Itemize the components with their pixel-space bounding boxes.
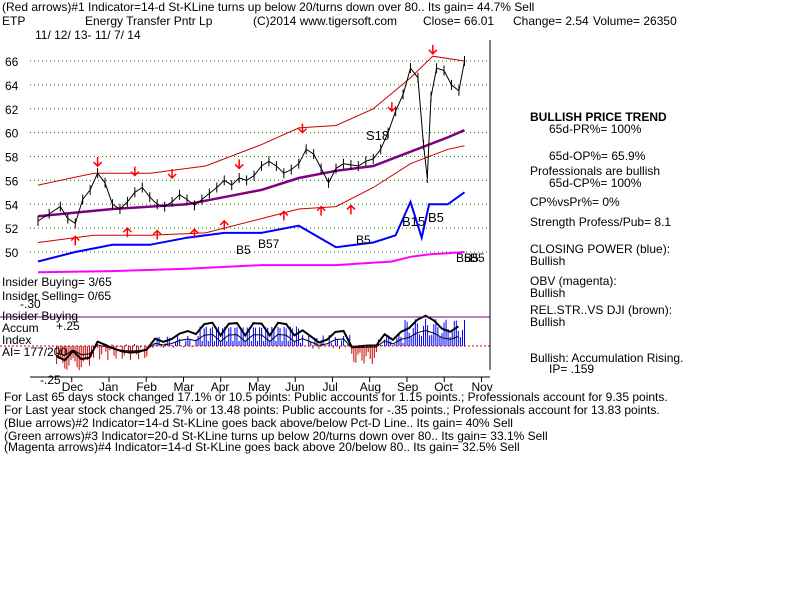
- price-gridlines: [30, 60, 490, 253]
- closing-power-state: Bullish: [530, 254, 566, 268]
- footer-line3: (Blue arrows)#2 Indicator=14-d St-KLine …: [4, 416, 513, 430]
- band-upper-line: [37, 55, 465, 186]
- down-arrow: [234, 159, 244, 170]
- obv-title: OBV (magenta):: [530, 274, 617, 288]
- down-arrow: [387, 102, 397, 113]
- accum-state: Bullish: Accumulation Rising.: [530, 351, 684, 365]
- volume-value: Volume= 26350: [593, 14, 677, 28]
- ticker: ETP: [2, 14, 26, 28]
- ip-value: IP= .159: [549, 362, 595, 376]
- change-value: Change= 2.54: [513, 14, 589, 28]
- y-tick-54: 54: [5, 198, 19, 212]
- label-b15: B15: [402, 214, 425, 229]
- op-value: 65d-OP%= 65.9%: [549, 149, 646, 163]
- month-label-Dec: Dec: [62, 380, 83, 394]
- trend-title: BULLISH PRICE TREND: [530, 110, 667, 124]
- month-label-Oct: Oct: [434, 380, 453, 394]
- month-labels: Dec Jan Feb Mar Apr May Jun Jul Aug Sep Oct Nov: [62, 377, 493, 394]
- month-label-Aug: Aug: [360, 380, 381, 394]
- month-label-Nov: Nov: [471, 380, 492, 394]
- down-arrow: [130, 166, 140, 177]
- accum-label-plus: +.25: [56, 319, 80, 333]
- price-line: [37, 60, 465, 225]
- footer-line5: (Magenta arrows)#4 Indicator=14-d St-KLi…: [4, 440, 520, 454]
- pr-value: 65d-PR%= 100%: [549, 122, 642, 136]
- band-lower-line: [37, 145, 465, 243]
- month-label-Jun: Jun: [285, 380, 304, 394]
- accum-label-neg30: -.30: [20, 297, 41, 311]
- footer-line4: (Green arrows)#3 Indicator=20-d St-KLine…: [4, 429, 548, 443]
- label-cp-b5-2: B5: [356, 233, 371, 247]
- y-tick-52: 52: [5, 222, 19, 236]
- up-arrow: [279, 210, 289, 221]
- label-cp-b5-3: B5: [456, 251, 471, 265]
- accum-index-histogram: [56, 319, 466, 370]
- obv-line: [37, 251, 465, 274]
- close-value: Close= 66.01: [423, 14, 495, 28]
- accum-label-neg25: -.25: [40, 373, 61, 387]
- label-cp-b5-4: B5: [470, 251, 485, 265]
- footer-line2: For Last year stock changed 25.7% or 13.…: [4, 403, 660, 417]
- label-s18: S18: [366, 128, 389, 143]
- date-range: 11/ 12/ 13- 11/ 7/ 14: [35, 28, 141, 42]
- month-label-Feb: Feb: [136, 380, 157, 394]
- company-name: Energy Transfer Pntr Lp: [85, 14, 213, 28]
- down-arrow: [428, 44, 438, 55]
- down-arrow: [93, 157, 103, 168]
- up-arrow: [70, 235, 80, 246]
- cp-value: 65d-CP%= 100%: [549, 176, 642, 190]
- signal-arrows: [37, 44, 466, 246]
- y-tick-56: 56: [5, 174, 19, 188]
- label-cp-b5-1: B5: [236, 243, 251, 257]
- y-tick-66: 66: [5, 55, 19, 69]
- down-arrow: [167, 168, 177, 180]
- y-tick-50: 50: [5, 246, 19, 260]
- accum-label-insider: Insider Buying: [2, 309, 79, 323]
- label-cp-b5-5: B5: [464, 251, 479, 265]
- copyright: (C)2014 www.tigersoft.com: [253, 14, 398, 28]
- month-label-Mar: Mar: [173, 380, 194, 394]
- month-label-Jan: Jan: [99, 380, 118, 394]
- accum-index-signal-line: [56, 329, 459, 356]
- label-b5-price: B5: [428, 210, 444, 225]
- insider-selling-count: Insider Selling= 0/65: [2, 289, 112, 303]
- relstr-state: Bullish: [530, 315, 566, 329]
- y-tick-labels: 66 64 62 60 58 56 54 52 50: [5, 55, 19, 260]
- up-arrow: [219, 219, 229, 230]
- strength-value: Strength Profess/Pub= 8.1: [530, 215, 672, 229]
- header-line1: (Red arrows)#1 Indicator=14-d St-KLine t…: [2, 0, 535, 14]
- obv-state: Bullish: [530, 286, 566, 300]
- label-cp-b57: B57: [258, 237, 280, 251]
- professionals-state: Professionals are bullish: [530, 164, 661, 178]
- down-arrow: [297, 123, 308, 134]
- insider-buying-count: Insider Buying= 3/65: [2, 275, 112, 289]
- accum-label-accum: Accum: [2, 321, 39, 335]
- footer-line1: For Last 65 days stock changed 17.1% or …: [4, 390, 668, 404]
- y-tick-64: 64: [5, 79, 19, 93]
- month-label-Apr: Apr: [211, 380, 230, 394]
- month-label-Jul: Jul: [322, 380, 337, 394]
- up-arrow: [346, 204, 356, 215]
- up-arrow: [152, 229, 162, 240]
- closing-power-title: CLOSING POWER (blue):: [530, 242, 671, 256]
- accum-index-value: AI= 177/200: [2, 345, 68, 359]
- closing-power-line: [37, 191, 466, 263]
- y-tick-58: 58: [5, 151, 19, 165]
- accum-index-line: [56, 314, 459, 362]
- y-tick-60: 60: [5, 127, 19, 141]
- month-label-May: May: [248, 380, 271, 394]
- cpvspr-value: CP%vsPr%= 0%: [530, 195, 620, 209]
- up-arrow: [316, 205, 326, 216]
- up-arrow: [189, 228, 199, 239]
- y-tick-62: 62: [5, 103, 19, 117]
- relstr-title: REL.STR..VS DJI (brown):: [530, 303, 673, 317]
- up-arrow: [122, 227, 132, 238]
- accum-label-index: Index: [2, 333, 32, 347]
- month-label-Sep: Sep: [397, 380, 419, 394]
